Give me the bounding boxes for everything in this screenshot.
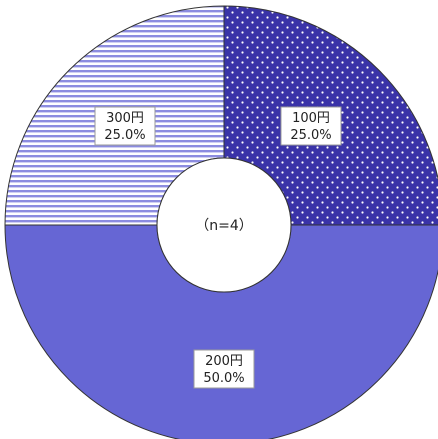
slice-category-label: 100円 <box>292 111 330 126</box>
donut-hole <box>156 157 292 293</box>
slice-label-box <box>280 106 342 146</box>
slice-percent-label: 25.0% <box>290 128 331 143</box>
slice-label-1: 200円 50.0% <box>193 349 255 389</box>
center-label: （n=4） <box>195 218 253 234</box>
slice-label-box <box>94 106 156 146</box>
slice-label-0: 100円 25.0% <box>280 106 342 146</box>
slice-percent-label: 25.0% <box>104 128 145 143</box>
slice-category-label: 200円 <box>205 354 243 369</box>
slice-label-2: 300円 25.0% <box>94 106 156 146</box>
slice-percent-label: 50.0% <box>203 371 244 386</box>
slice-labels: 100円 25.0% 200円 50.0% 300円 25.0% <box>94 106 342 389</box>
slice-category-label: 300円 <box>106 111 144 126</box>
slice-label-box <box>193 349 255 389</box>
